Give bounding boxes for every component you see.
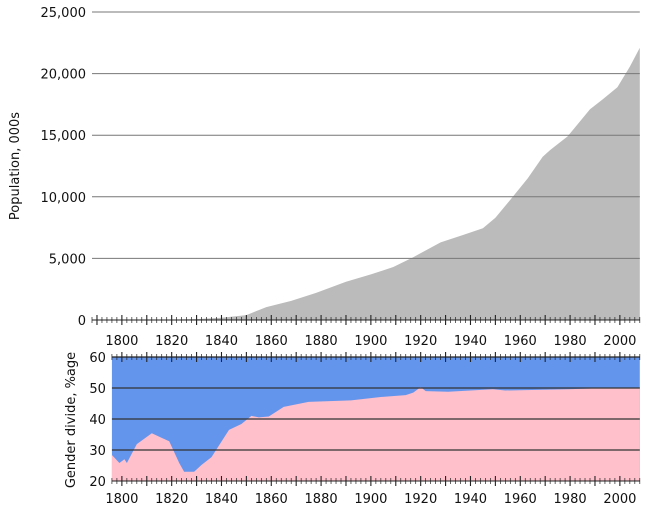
x-tick-label: 1980 [554,492,587,507]
x-tick-label: 1960 [504,334,537,349]
female-share-area [111,387,640,481]
y-tick-label: 5,000 [49,252,86,267]
x-tick-label: 1920 [404,334,437,349]
x-tick-label: 1960 [504,492,537,507]
x-tick-label: 1820 [155,334,188,349]
x-tick-label: 1920 [404,492,437,507]
x-tick-label: 1900 [354,334,387,349]
x-tick-label: 1940 [454,492,487,507]
y-tick-label: 25,000 [41,6,87,21]
population-area [92,47,640,320]
bottom-y-axis-label: Gender divide, %age [64,352,79,488]
x-tick-label: 1840 [205,334,238,349]
x-tick-label: 1940 [454,334,487,349]
x-tick-label: 1880 [305,492,338,507]
y-tick-label: 20 [89,475,106,490]
x-tick-label: 1800 [105,334,138,349]
x-tick-label: 1900 [354,492,387,507]
x-tick-label: 2000 [603,334,636,349]
top-y-axis-label: Population, 000s [8,112,23,220]
x-tick-label: 1860 [255,492,288,507]
y-tick-label: 20,000 [41,68,87,83]
x-tick-label: 1860 [255,334,288,349]
y-tick-label: 0 [78,314,86,329]
y-tick-label: 50 [89,382,106,397]
x-tick-label: 1880 [305,334,338,349]
y-tick-label: 15,000 [41,129,87,144]
y-tick-label: 40 [89,413,106,428]
x-tick-label: 1840 [205,492,238,507]
x-tick-label: 2000 [603,492,636,507]
x-tick-label: 1800 [105,492,138,507]
x-tick-label: 1820 [155,492,188,507]
y-tick-label: 30 [89,444,106,459]
y-tick-label: 60 [89,351,106,366]
y-tick-label: 10,000 [41,191,87,206]
x-tick-label: 1980 [554,334,587,349]
